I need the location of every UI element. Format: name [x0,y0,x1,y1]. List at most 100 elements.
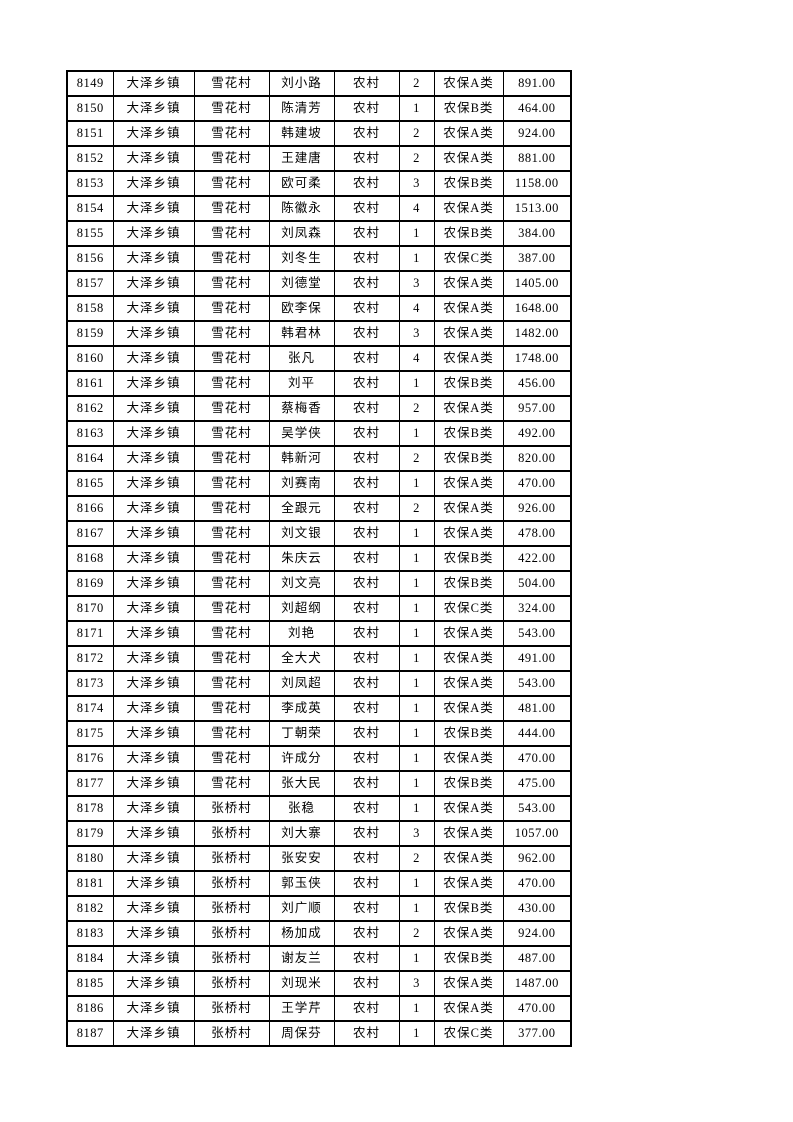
cell-count: 1 [398,245,435,272]
cell-id: 8171 [66,620,114,647]
cell-id: 8157 [66,270,114,297]
cell-type: 农村 [333,545,400,572]
cell-name: 韩新河 [268,445,335,472]
cell-name: 全大犬 [268,645,335,672]
cell-village: 雪花村 [193,495,270,522]
table-row: 8170 大泽乡镇 雪花村 刘超纲 农村 1 农保C类 324.00 [66,595,572,622]
cell-amount: 1482.00 [502,320,572,347]
cell-amount: 926.00 [502,495,572,522]
cell-id: 8155 [66,220,114,247]
cell-name: 刘凤超 [268,670,335,697]
cell-category: 农保A类 [433,820,504,847]
cell-id: 8156 [66,245,114,272]
cell-village: 雪花村 [193,670,270,697]
cell-category: 农保B类 [433,720,504,747]
cell-category: 农保A类 [433,470,504,497]
cell-id: 8154 [66,195,114,222]
cell-village: 张桥村 [193,870,270,897]
table-row: 8186 大泽乡镇 张桥村 王学芹 农村 1 农保A类 470.00 [66,995,572,1022]
cell-count: 1 [398,220,435,247]
cell-amount: 492.00 [502,420,572,447]
cell-amount: 422.00 [502,545,572,572]
cell-town: 大泽乡镇 [112,470,195,497]
cell-amount: 470.00 [502,995,572,1022]
table-body: 8149 大泽乡镇 雪花村 刘小路 农村 2 农保A类 891.00 8150 大泽乡镇 雪花村 陈清… [66,70,572,1047]
cell-count: 1 [398,1020,435,1047]
cell-amount: 481.00 [502,695,572,722]
cell-amount: 543.00 [502,670,572,697]
cell-type: 农村 [333,820,400,847]
cell-name: 刘德堂 [268,270,335,297]
cell-type: 农村 [333,695,400,722]
cell-id: 8177 [66,770,114,797]
cell-category: 农保A类 [433,670,504,697]
cell-id: 8186 [66,995,114,1022]
cell-village: 雪花村 [193,270,270,297]
cell-id: 8180 [66,845,114,872]
cell-village: 雪花村 [193,620,270,647]
cell-count: 4 [398,295,435,322]
cell-village: 雪花村 [193,645,270,672]
cell-amount: 384.00 [502,220,572,247]
table-row: 8171 大泽乡镇 雪花村 刘艳 农村 1 农保A类 543.00 [66,620,572,647]
cell-count: 1 [398,945,435,972]
cell-count: 2 [398,920,435,947]
table-row: 8150 大泽乡镇 雪花村 陈清芳 农村 1 农保B类 464.00 [66,95,572,122]
cell-village: 张桥村 [193,995,270,1022]
cell-id: 8175 [66,720,114,747]
table-row: 8153 大泽乡镇 雪花村 欧可柔 农村 3 农保B类 1158.00 [66,170,572,197]
cell-name: 蔡梅香 [268,395,335,422]
cell-village: 雪花村 [193,445,270,472]
cell-amount: 924.00 [502,920,572,947]
cell-id: 8182 [66,895,114,922]
cell-type: 农村 [333,345,400,372]
cell-name: 刘平 [268,370,335,397]
cell-village: 张桥村 [193,945,270,972]
cell-village: 雪花村 [193,545,270,572]
cell-type: 农村 [333,295,400,322]
cell-type: 农村 [333,445,400,472]
cell-category: 农保A类 [433,620,504,647]
cell-name: 刘赛南 [268,470,335,497]
cell-type: 农村 [333,170,400,197]
cell-name: 王学芹 [268,995,335,1022]
cell-town: 大泽乡镇 [112,270,195,297]
cell-id: 8170 [66,595,114,622]
cell-town: 大泽乡镇 [112,245,195,272]
cell-category: 农保C类 [433,245,504,272]
cell-count: 1 [398,95,435,122]
cell-town: 大泽乡镇 [112,345,195,372]
cell-count: 1 [398,470,435,497]
table-row: 8174 大泽乡镇 雪花村 李成英 农村 1 农保A类 481.00 [66,695,572,722]
cell-count: 2 [398,445,435,472]
cell-town: 大泽乡镇 [112,670,195,697]
cell-name: 陈清芳 [268,95,335,122]
cell-count: 1 [398,670,435,697]
cell-category: 农保A类 [433,970,504,997]
cell-town: 大泽乡镇 [112,620,195,647]
cell-category: 农保A类 [433,495,504,522]
cell-id: 8167 [66,520,114,547]
cell-town: 大泽乡镇 [112,820,195,847]
cell-town: 大泽乡镇 [112,770,195,797]
cell-type: 农村 [333,920,400,947]
cell-category: 农保A类 [433,745,504,772]
cell-category: 农保A类 [433,995,504,1022]
cell-type: 农村 [333,270,400,297]
cell-town: 大泽乡镇 [112,420,195,447]
cell-id: 8153 [66,170,114,197]
cell-name: 杨加成 [268,920,335,947]
cell-category: 农保A类 [433,845,504,872]
cell-id: 8179 [66,820,114,847]
cell-amount: 881.00 [502,145,572,172]
cell-id: 8151 [66,120,114,147]
cell-amount: 543.00 [502,795,572,822]
cell-category: 农保B类 [433,945,504,972]
cell-name: 陈徽永 [268,195,335,222]
cell-category: 农保B类 [433,895,504,922]
cell-category: 农保A类 [433,195,504,222]
cell-category: 农保A类 [433,120,504,147]
cell-village: 雪花村 [193,695,270,722]
cell-count: 1 [398,770,435,797]
cell-category: 农保B类 [433,770,504,797]
